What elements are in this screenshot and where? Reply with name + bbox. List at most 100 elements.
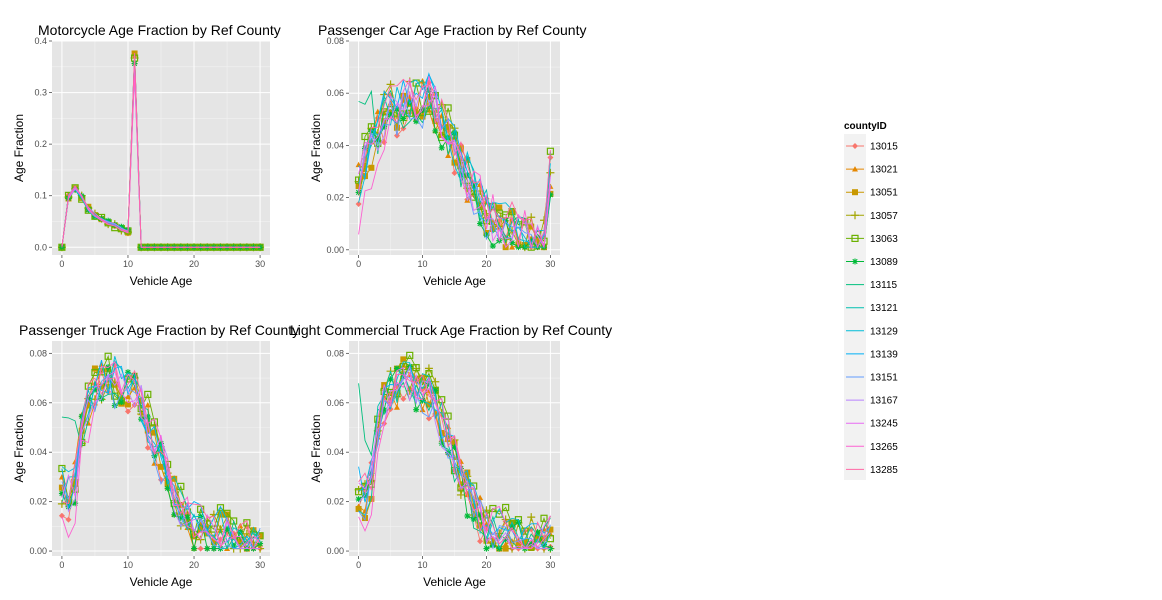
series-point-13089 (451, 444, 458, 451)
series-point-13089 (534, 529, 541, 536)
y-tick-label: 0.02 (29, 497, 47, 507)
legend-title: countyID (844, 121, 887, 132)
series-point-13021 (445, 152, 452, 159)
legend-entry-13051: 13051 (846, 188, 898, 199)
legend-entry-13129: 13129 (846, 326, 898, 337)
x-tick-label: 20 (481, 560, 491, 570)
series-point-13089 (413, 406, 420, 413)
y-tick-label: 0.1 (34, 191, 47, 201)
series-point-13089 (483, 232, 490, 239)
legend-entry-13151: 13151 (846, 373, 898, 384)
legend-entry-13167: 13167 (846, 396, 898, 407)
legend-entry-13245: 13245 (846, 419, 898, 430)
series-point-13063 (540, 514, 548, 522)
series-point-13015 (355, 200, 362, 207)
legend-entry-13057: 13057 (846, 211, 898, 222)
series-point-13063 (216, 504, 225, 512)
legend-label: 13021 (870, 165, 898, 176)
legend-entry-13285: 13285 (846, 465, 898, 476)
series-point-13089 (387, 376, 394, 383)
series-point-13089 (144, 413, 151, 420)
series-point-13089 (432, 127, 439, 134)
series-point-13089 (528, 540, 535, 547)
series-point-13089 (224, 525, 231, 532)
series-point-13015 (65, 516, 72, 523)
series-line-13265 (61, 360, 261, 550)
series-point-13051 (210, 539, 217, 546)
legend-key-marker (852, 143, 858, 149)
series-point-13089 (400, 115, 407, 122)
y-axis-label: Age Fraction (12, 414, 26, 482)
series-line-13285 (358, 373, 551, 550)
series-point-13063 (489, 504, 497, 513)
series-point-13063 (144, 390, 152, 399)
series-point-13015 (451, 170, 458, 177)
series-point-13051 (217, 511, 224, 518)
series-line-13151 (61, 373, 261, 550)
series-point-13063 (406, 351, 414, 359)
series-point-13051 (171, 475, 178, 482)
series-point-13089 (184, 514, 191, 521)
series-point-13051 (197, 526, 204, 533)
y-tick-label: 0.06 (29, 398, 47, 408)
panel-4: 0 10 20 30 0.00 0.02 0.04 0.06 0.08 Light Commerc… (290, 322, 612, 589)
series-group (57, 352, 265, 553)
series-point-13063 (546, 535, 555, 543)
x-tick-label: 30 (545, 560, 555, 570)
series-point-13051 (98, 383, 105, 390)
series-point-13051 (477, 522, 484, 529)
series-point-13089 (489, 243, 496, 250)
series-point-13051 (257, 533, 264, 540)
series-point-13021 (144, 402, 151, 408)
legend-label: 13063 (870, 234, 898, 245)
series-point-13051 (158, 463, 164, 470)
series-point-13089 (393, 105, 400, 112)
series-point-13051 (85, 402, 92, 409)
series-point-13089 (509, 239, 516, 246)
series-point-13057 (527, 513, 536, 522)
series-point-13089 (425, 86, 432, 93)
series-point-13063 (444, 104, 452, 112)
x-axis-label: Vehicle Age (423, 274, 486, 288)
series-line-13285 (358, 78, 551, 249)
series-point-13051 (355, 183, 362, 190)
series-point-13057 (57, 499, 66, 508)
legend-label: 13115 (870, 280, 898, 291)
y-tick-label: 0.4 (34, 36, 47, 46)
series-point-13063 (361, 132, 369, 141)
series-point-13015 (58, 512, 65, 519)
y-tick-label: 0.00 (29, 546, 47, 556)
series-point-13051 (144, 427, 151, 434)
legend-entry-13089: 13089 (846, 257, 898, 268)
series-line-13151 (358, 84, 551, 249)
x-tick-label: 30 (545, 259, 555, 269)
legend: countyID 13015 13021 13051 13057 13063 13089 1… (844, 121, 898, 480)
series-point-13051 (413, 375, 420, 382)
series-line-13063 (61, 354, 261, 542)
series-point-13057 (437, 100, 446, 109)
y-tick-label: 0.04 (29, 447, 47, 457)
series-point-13015 (425, 415, 432, 422)
series-point-13051 (355, 505, 362, 512)
series-point-13089 (515, 519, 522, 526)
x-tick-label: 0 (59, 560, 64, 570)
y-tick-label: 0.08 (29, 348, 47, 358)
legend-entry-13021: 13021 (846, 165, 898, 176)
series-line-13245 (61, 371, 261, 550)
x-tick-label: 20 (481, 259, 491, 269)
series-point-13015 (144, 444, 151, 451)
series-point-13089 (464, 513, 471, 520)
series-point-13089 (547, 545, 554, 552)
x-tick-label: 0 (59, 259, 64, 269)
series-point-13089 (393, 365, 400, 372)
series-line-13129 (358, 73, 551, 244)
legend-entry-13015: 13015 (846, 142, 898, 153)
series-point-13089 (164, 485, 171, 492)
legend-label: 13151 (870, 373, 898, 384)
series-point-13089 (413, 118, 420, 125)
y-tick-label: 0.02 (326, 497, 344, 507)
legend-label: 13051 (870, 188, 898, 199)
y-tick-label: 0.06 (326, 398, 344, 408)
